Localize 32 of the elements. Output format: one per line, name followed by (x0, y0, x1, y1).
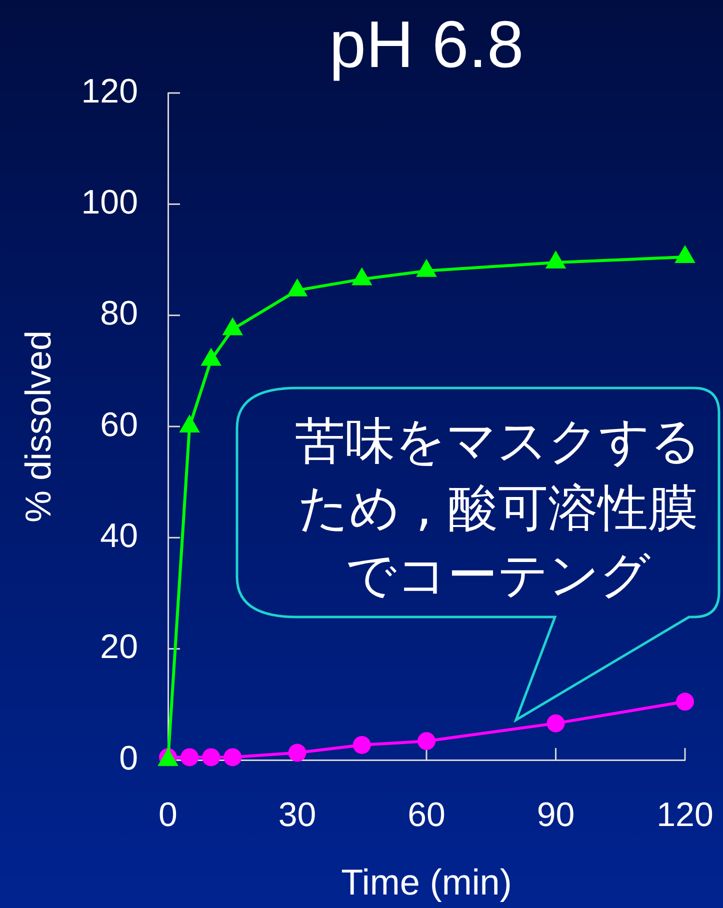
point (224, 748, 242, 766)
point (286, 278, 308, 296)
x-tick-label: 60 (408, 796, 446, 834)
y-tick-label: 120 (81, 72, 138, 110)
point (352, 736, 371, 754)
point (545, 250, 566, 269)
point (546, 714, 565, 732)
point (222, 317, 244, 336)
point (200, 348, 222, 366)
y-tick-label: 60 (100, 406, 138, 444)
y-tick-label: 80 (100, 294, 138, 333)
y-tick-label: 100 (81, 184, 138, 222)
point (674, 244, 696, 263)
point (418, 732, 436, 750)
point (180, 748, 199, 766)
annotation: 苦味をマスクするため , 酸可溶性膜でコーテング (294, 411, 702, 606)
point (288, 744, 306, 762)
y-tick-label: 0 (119, 739, 138, 778)
x-tick-label: 0 (158, 796, 178, 834)
point (416, 258, 437, 277)
y-tick-label: 20 (100, 628, 138, 666)
y-axis-title: % dissolved (18, 330, 59, 523)
x-tick-label: 90 (536, 796, 575, 834)
x-axis-title: Time (min) (341, 861, 512, 902)
point (202, 748, 220, 766)
chart-title: pH 6.8 (328, 6, 525, 82)
point (179, 414, 200, 432)
x-tick-label: 120 (656, 796, 714, 834)
point (676, 692, 694, 711)
point (351, 267, 372, 286)
y-tick-label: 40 (100, 517, 138, 556)
x-tick-label: 30 (278, 796, 316, 834)
